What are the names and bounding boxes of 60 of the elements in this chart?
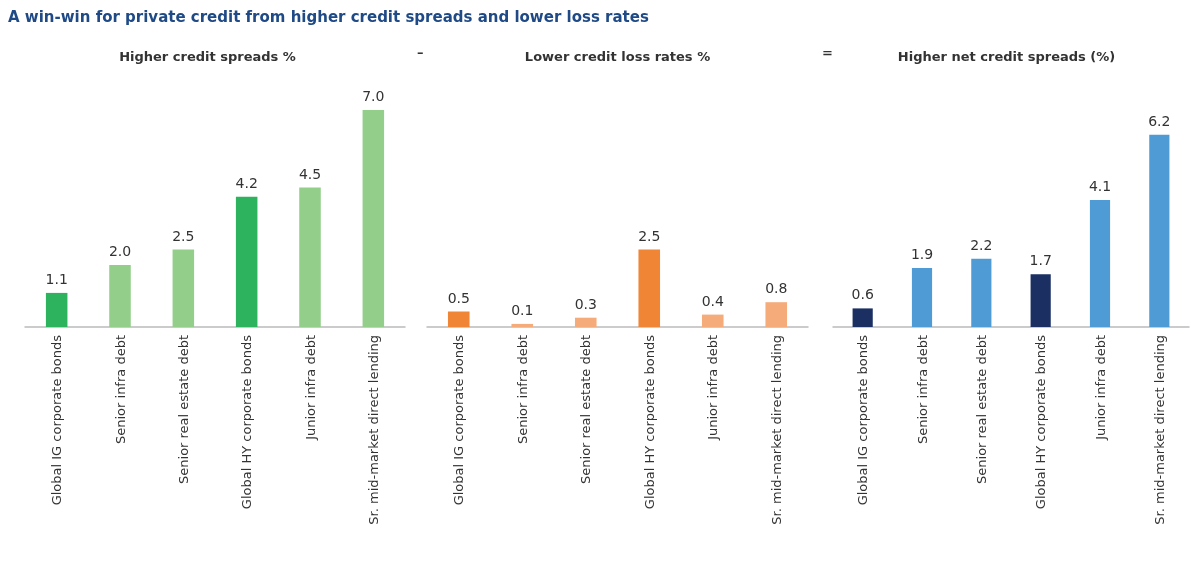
text: =	[822, 45, 833, 60]
x-tick-label: Senior real estate debt	[578, 335, 594, 484]
x-tick-label: Global IG corporate bonds	[49, 334, 65, 506]
x-tick-label: Sr. mid-market direct lending	[768, 335, 784, 525]
data-label: 1.1	[45, 270, 68, 287]
data-label: 4.1	[1088, 177, 1112, 194]
bar	[1149, 134, 1170, 327]
x-tick-label: Global IG corporate bonds	[451, 334, 467, 506]
x-tick-label: Junior infra debt	[705, 335, 721, 441]
data-label: 0.6	[851, 286, 874, 303]
x-tick-label: Global IG corporate bonds	[855, 334, 871, 506]
chart-subtitle: Lower credit loss rates %	[524, 49, 711, 64]
x-tick-label: Global HY corporate bonds	[239, 334, 255, 510]
bar	[852, 308, 873, 327]
chart-subtitle: Higher net credit spreads (%)	[897, 49, 1116, 64]
bar	[45, 292, 68, 327]
data-label: 6.2	[1148, 112, 1171, 129]
data-label: 1.7	[1029, 252, 1052, 269]
x-tick-label: Sr. mid-market direct lending	[365, 335, 381, 525]
chart-subtitle: Higher credit spreads %	[119, 49, 296, 64]
bar	[362, 110, 385, 327]
data-label: 2.0	[108, 243, 132, 259]
x-tick-label: Senior real estate debt	[175, 335, 191, 484]
data-label: 2.2	[970, 236, 993, 253]
data-label: 0.3	[574, 295, 597, 312]
data-label: 0.8	[765, 280, 788, 297]
data-label: 7.0	[362, 88, 385, 104]
data-label: 2.5	[172, 227, 195, 244]
data-label: 0.1	[511, 301, 534, 318]
x-tick-label: Global HY corporate bonds	[641, 334, 657, 510]
x-tick-label: Senior infra debt	[914, 335, 930, 445]
data-label: 0.5	[447, 289, 470, 306]
x-tick-label: Global HY corporate bonds	[1033, 334, 1049, 510]
bar	[765, 302, 788, 327]
data-label: 4.5	[298, 165, 322, 182]
x-tick-label: Senior infra debt	[514, 335, 530, 445]
x-tick-label: Junior infra debt	[302, 335, 318, 441]
bar	[235, 196, 258, 327]
bar	[911, 268, 933, 327]
chart-title: A win-win for private credit from higher credit spreads and lower loss rates	[8, 8, 649, 26]
bar	[574, 317, 597, 327]
data-label: 1.9	[910, 246, 934, 263]
x-tick-label: Senior infra debt	[112, 335, 128, 445]
bar	[638, 249, 661, 327]
bar	[447, 311, 470, 327]
bar	[299, 187, 321, 327]
bar	[1089, 199, 1111, 327]
bar	[971, 258, 992, 327]
bar	[1030, 274, 1051, 327]
data-label: 0.4	[701, 292, 724, 309]
bar	[109, 265, 131, 327]
bar	[511, 323, 534, 327]
bar	[701, 314, 724, 327]
x-tick-label: Sr. mid-market direct lending	[1151, 335, 1167, 525]
x-tick-label: Junior infra debt	[1092, 335, 1108, 441]
x-tick-label: Senior real estate debt	[973, 335, 989, 484]
data-label: 2.5	[638, 227, 661, 244]
bar	[172, 249, 195, 327]
data-label: 4.2	[235, 174, 258, 191]
text: –	[417, 45, 424, 60]
